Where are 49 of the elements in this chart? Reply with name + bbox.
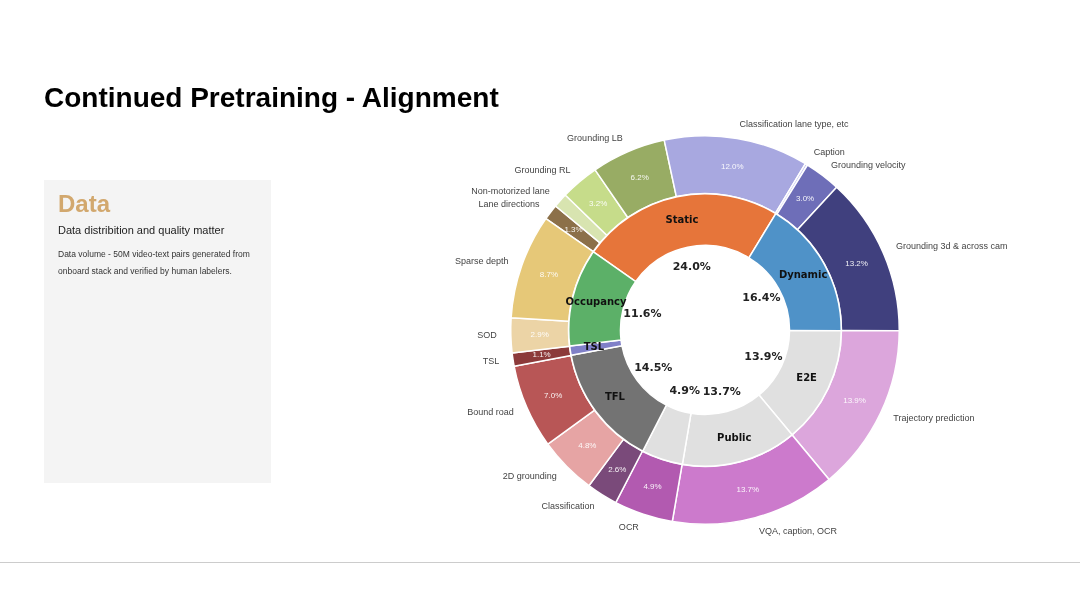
data-label: 16.4% [742,291,781,305]
slice-label: E2E [796,371,818,383]
data-label: 13.9% [843,395,866,405]
slice-label: Bound road [467,407,514,418]
slice-label: Classification lane type, etc [739,119,849,130]
slice-label: TFL [604,390,626,402]
data-label: 2.6% [608,465,627,475]
slice-label: Dynamic [778,268,828,280]
data-label: 3.2% [589,198,608,208]
data-label: 13.9% [744,350,783,364]
data-label: 13.7% [702,385,741,399]
data-label: 12.0% [720,162,744,172]
slice-label: VQA, caption, OCR [758,525,838,536]
data-label: 24.0% [672,259,711,273]
slice-label: Grounding RL [514,165,571,176]
data-label: 13.2% [845,259,868,269]
slice-label: TSL [482,356,500,367]
slice-label: Classification [541,501,595,512]
data-label: 1.1% [532,350,551,360]
data-label: 4.9% [669,384,700,398]
data-label: 4.8% [578,441,597,451]
chart-title: Continued Pretraining - Alignment [44,82,499,114]
slice-label: Grounding 3d & across cam [895,241,1008,252]
data-label: 1.3% [564,224,583,234]
data-label: 4.9% [643,482,662,492]
slice-label: Lane directions [478,198,540,209]
data-label: 14.5% [634,361,673,375]
slice-label: Sparse depth [454,255,509,266]
slice-label: Caption [813,146,845,157]
slice-label: TSL [583,340,605,352]
data-label: 13.7% [736,484,760,494]
slice-label: 2D grounding [502,470,557,481]
data-label: 3.0% [795,193,815,203]
slice-label: Public [717,432,752,444]
slice-label: Trajectory prediction [893,413,975,424]
slice-label: SOD [477,330,498,341]
text: Data [58,190,112,218]
slice-label: Non-motorized lane [471,185,550,196]
data-label: 7.0% [544,390,563,400]
text: Data volume - 50M video-text pairs generated from onboard stack and verified by human labelers. [58,248,251,278]
data-label: 6.2% [630,173,649,183]
data-label: 11.6% [623,307,662,321]
slice-label: Grounding LB [567,133,623,144]
data-label: 8.7% [539,270,559,280]
data-label: 2.9% [530,329,549,339]
slice-label: Grounding velocity [831,159,907,170]
slice-label: OCR [618,521,640,532]
slice-label: Static [665,213,699,225]
text: Data distribition and quality matter [58,224,226,236]
